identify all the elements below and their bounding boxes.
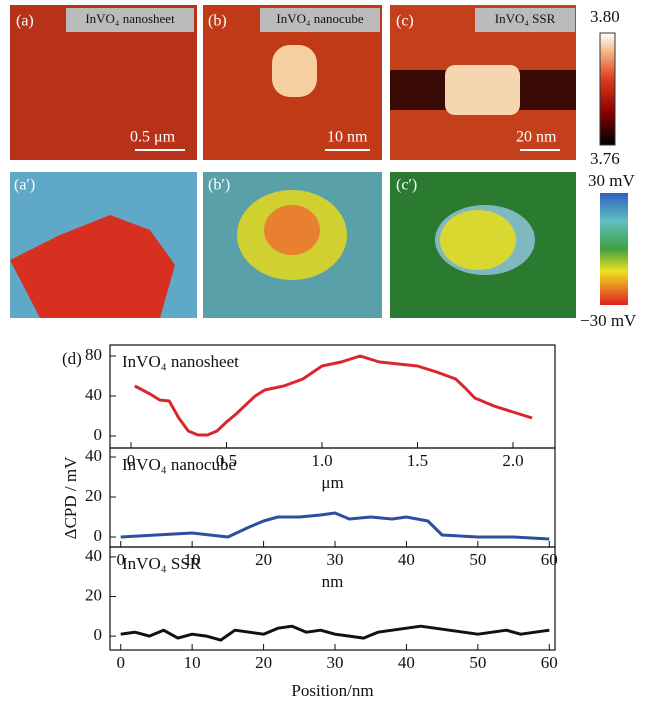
cube <box>272 45 317 97</box>
x-axis-label: Position/nm <box>291 681 373 700</box>
x-tick-label: 50 <box>469 550 486 569</box>
chart-title: InVO₄ SSR <box>122 554 202 573</box>
line <box>120 624 550 642</box>
chart-title: InVO₄ nanocube <box>122 455 236 474</box>
cube-core <box>264 205 320 255</box>
x-axis-label: μm <box>321 473 343 492</box>
x-tick-label: 10 <box>184 653 201 672</box>
x-tick-label: 1.0 <box>311 451 332 470</box>
x-tick-label: 10 <box>184 550 201 569</box>
tag-bg <box>260 8 380 32</box>
panel-title: InVO₄ nanosheet <box>85 11 175 26</box>
y-tick-label: 40 <box>85 546 102 565</box>
x-tick-label: 2.0 <box>502 451 523 470</box>
x-tick-label: 20 <box>255 550 272 569</box>
x-tick-label: 0.5 <box>216 451 237 470</box>
panel-label: (a) <box>16 13 34 30</box>
x-tick-label: 0 <box>116 653 125 672</box>
colorbar-2 <box>600 193 628 305</box>
panel-label: (a′) <box>14 177 35 194</box>
x-tick-label: 40 <box>398 550 415 569</box>
x-tick-label: 60 <box>541 550 558 569</box>
colorbar-1 <box>599 32 616 146</box>
x-tick-label: 40 <box>398 653 415 672</box>
y-tick-label: 0 <box>94 425 103 444</box>
tag-bg <box>475 8 575 32</box>
y-tick-label: 80 <box>85 345 102 364</box>
line <box>134 354 533 437</box>
panel-label: (d) <box>62 349 82 368</box>
panel-title: InVO₄ SSR <box>495 11 556 26</box>
panel-label: (c′) <box>396 177 417 194</box>
colorbar-label: −30 mV <box>580 311 637 330</box>
x-tick-label: 30 <box>327 550 344 569</box>
y-tick-label: 0 <box>94 526 103 545</box>
y-axis-label: ΔCPD / mV <box>61 456 80 539</box>
y-tick-label: 20 <box>85 486 102 505</box>
x-tick-label: 1.5 <box>407 451 428 470</box>
panel-label: (b′) <box>208 177 230 194</box>
panel-label: (c) <box>396 13 414 30</box>
chart-title: InVO₄ nanosheet <box>122 352 239 371</box>
y-tick-label: 40 <box>85 385 102 404</box>
x-tick-label: 0 <box>116 550 125 569</box>
scale-label: 10 nm <box>327 129 368 146</box>
y-tick-label: 0 <box>94 625 103 644</box>
x-tick-label: 0 <box>127 451 136 470</box>
line <box>120 511 550 541</box>
y-tick-label: 40 <box>85 446 102 465</box>
x-tick-label: 20 <box>255 653 272 672</box>
panel-label: (b) <box>208 13 227 30</box>
scale-label: 0.5 μm <box>130 129 176 146</box>
ssr-cpd <box>440 210 516 270</box>
tag-bg <box>66 8 194 32</box>
colorbar-label: 30 mV <box>588 171 635 190</box>
scale-label: 20 nm <box>516 129 557 146</box>
x-tick-label: 50 <box>469 653 486 672</box>
colorbar-label: 3.80 <box>590 7 620 26</box>
y-tick-label: 20 <box>85 585 102 604</box>
ssr <box>445 65 520 115</box>
colorbar-label: 3.76 <box>590 149 620 168</box>
plot-frame <box>109 546 556 651</box>
red-region <box>10 215 175 318</box>
panel-title: InVO₄ nanocube <box>276 11 363 26</box>
x-tick-label: 60 <box>541 653 558 672</box>
x-tick-label: 30 <box>327 653 344 672</box>
x-axis-label: nm <box>322 572 344 591</box>
image-panels: (a) InVO₄ nanosheet 0.5 μm (b) InVO₄ nan… <box>10 5 637 330</box>
